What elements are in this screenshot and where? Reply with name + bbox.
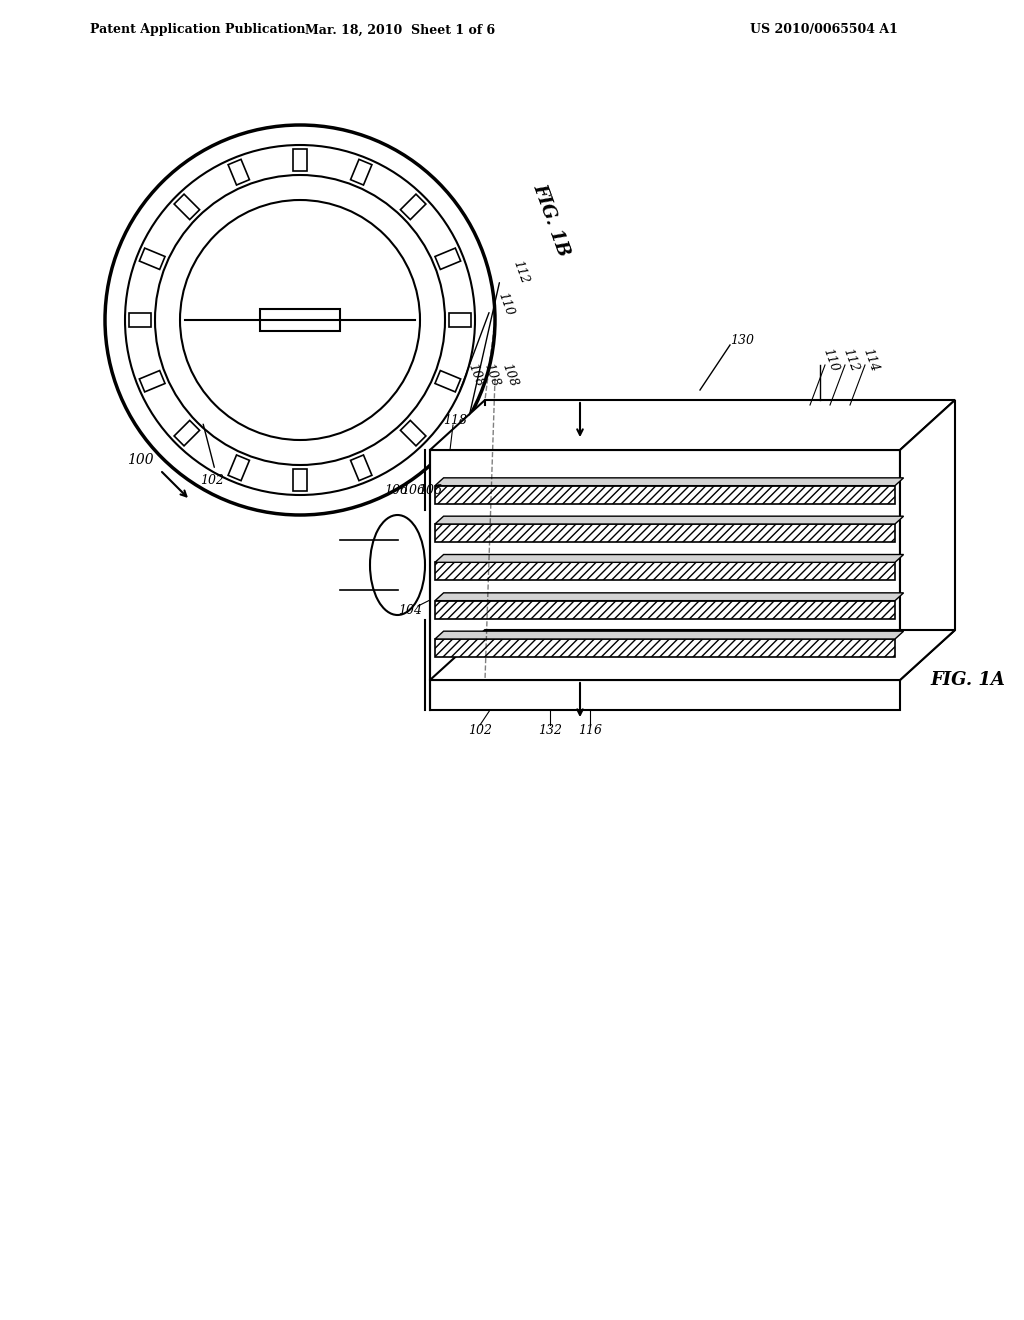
Text: 118: 118 — [443, 413, 467, 426]
Bar — [435, 562, 895, 581]
Text: 106: 106 — [418, 483, 442, 496]
Text: 106: 106 — [401, 483, 425, 496]
Text: 130: 130 — [730, 334, 754, 346]
Text: 112: 112 — [510, 259, 530, 285]
Text: 110: 110 — [820, 347, 841, 374]
Polygon shape — [430, 400, 955, 450]
Bar — [228, 160, 250, 185]
Bar — [449, 313, 471, 327]
Text: 108: 108 — [500, 362, 520, 388]
Bar — [350, 455, 372, 480]
Text: FIG. 1B: FIG. 1B — [530, 181, 573, 259]
Bar — [293, 149, 307, 172]
Bar — [350, 160, 372, 185]
Text: FIG. 1A: FIG. 1A — [930, 671, 1005, 689]
Text: 108: 108 — [481, 362, 502, 388]
Polygon shape — [430, 450, 900, 680]
Bar — [129, 313, 151, 327]
Polygon shape — [430, 630, 955, 680]
Polygon shape — [435, 631, 903, 639]
Bar — [260, 309, 340, 331]
Text: US 2010/0065504 A1: US 2010/0065504 A1 — [750, 24, 898, 37]
Text: 132: 132 — [538, 723, 562, 737]
Text: 100: 100 — [127, 453, 154, 467]
Bar — [139, 371, 165, 392]
Polygon shape — [435, 516, 903, 524]
Bar — [139, 248, 165, 269]
Text: 114: 114 — [860, 347, 881, 374]
Bar — [435, 524, 895, 543]
Ellipse shape — [370, 515, 425, 615]
Polygon shape — [430, 680, 900, 710]
Text: Mar. 18, 2010  Sheet 1 of 6: Mar. 18, 2010 Sheet 1 of 6 — [305, 24, 495, 37]
Bar — [435, 601, 895, 619]
Bar — [435, 371, 461, 392]
Text: 110: 110 — [495, 290, 515, 318]
Text: 102: 102 — [200, 474, 224, 487]
Bar — [174, 194, 200, 219]
Text: 106: 106 — [384, 483, 408, 496]
Bar — [435, 248, 461, 269]
Bar — [293, 469, 307, 491]
Text: 104: 104 — [398, 603, 422, 616]
Text: 116: 116 — [578, 723, 602, 737]
Bar — [228, 455, 250, 480]
Bar — [174, 420, 200, 446]
Bar — [435, 639, 895, 657]
Text: 102: 102 — [468, 723, 492, 737]
Polygon shape — [435, 593, 903, 601]
Text: 108: 108 — [466, 362, 486, 388]
Polygon shape — [435, 478, 903, 486]
Bar — [400, 420, 426, 446]
Polygon shape — [435, 554, 903, 562]
Polygon shape — [900, 400, 955, 680]
Bar — [400, 194, 426, 219]
Text: 112: 112 — [840, 347, 860, 374]
Bar — [435, 486, 895, 504]
Text: Patent Application Publication: Patent Application Publication — [90, 24, 305, 37]
